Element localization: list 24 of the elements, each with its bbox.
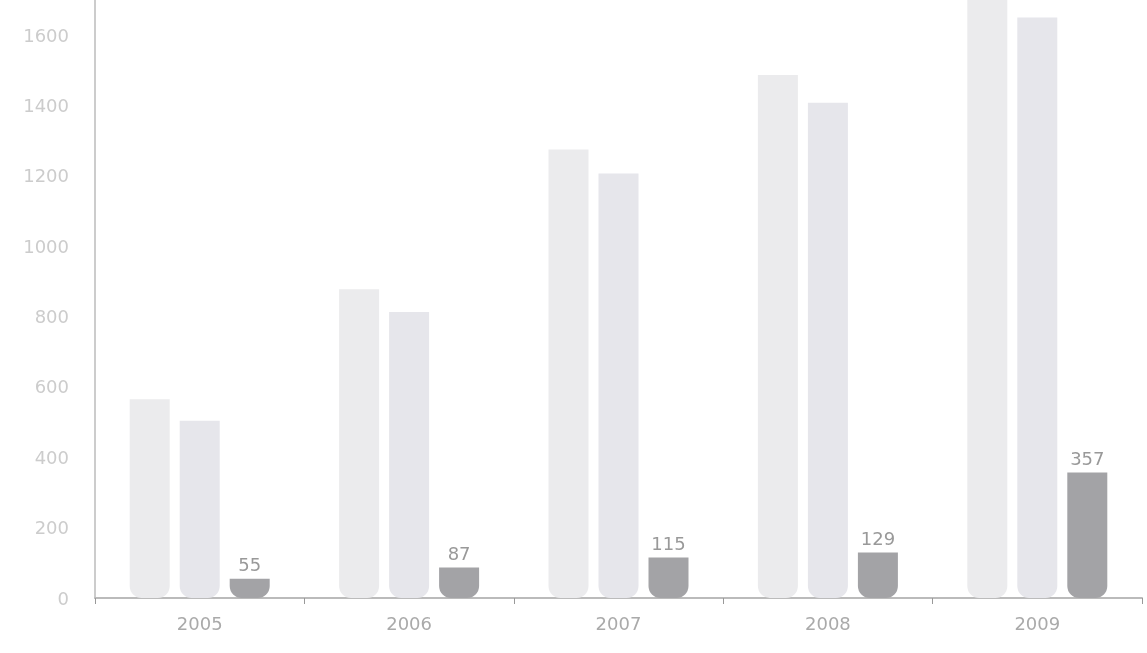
data-label: 129 [860,528,896,550]
bar [339,289,380,598]
bar [648,557,689,598]
data-label: 115 [651,533,686,555]
bar [179,420,220,598]
data-label: 87 [447,542,471,564]
x-tick-label: 2008 [804,612,851,634]
x-tick-label: 2006 [386,612,433,634]
x-tick-label: 2005 [176,612,223,634]
bar [807,102,848,598]
bar [1067,472,1108,598]
data-label: 357 [1070,447,1105,469]
bar [389,312,430,598]
bar [129,399,170,598]
data-label: 55 [238,554,262,576]
bar [548,149,589,598]
bar [757,74,798,598]
bar [967,0,1008,598]
bar [439,567,480,598]
x-tick-label: 2009 [1014,612,1061,634]
bar [1017,17,1058,598]
bar [598,173,639,598]
bar [857,552,898,598]
x-tick-label: 2007 [595,612,642,634]
